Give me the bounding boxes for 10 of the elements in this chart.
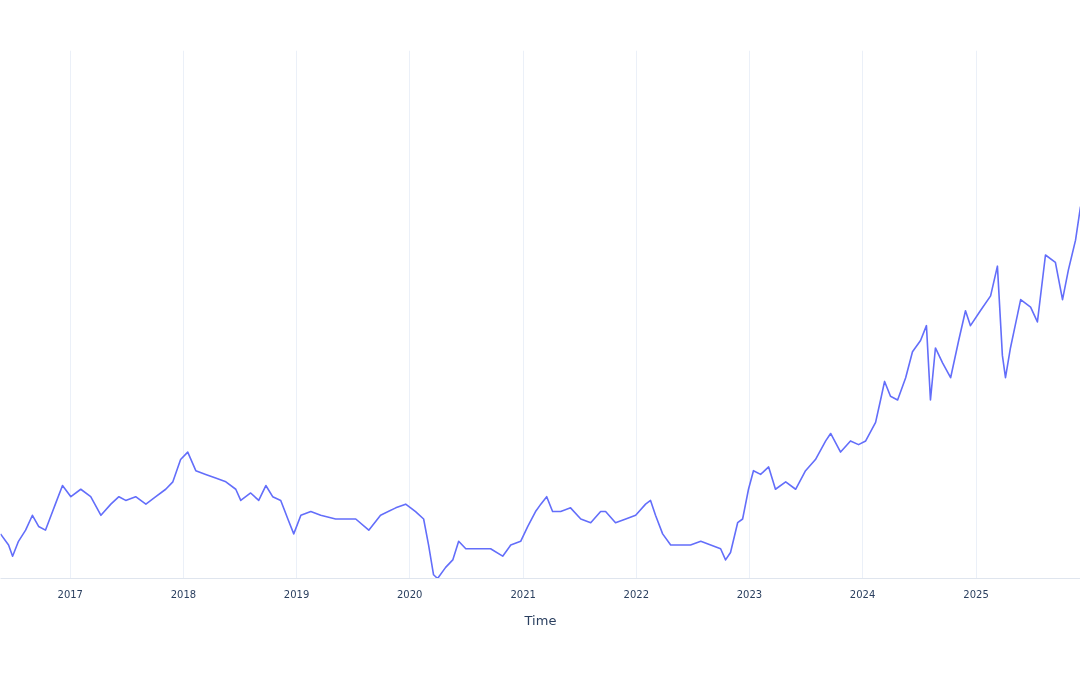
x-tick-label: 2018 (170, 588, 197, 600)
x-tick-label: 2021 (510, 588, 536, 600)
x-tick-label: 2020 (396, 588, 423, 600)
x-tick-label: 2023 (736, 588, 763, 600)
x-tick-label: 2019 (283, 588, 310, 600)
x-tick-label: 2017 (57, 588, 83, 600)
x-tick-label: 2025 (963, 588, 989, 600)
x-tick-label: 2024 (849, 588, 876, 600)
x-tick-label: 2022 (623, 588, 650, 600)
x-axis-title: Time (523, 612, 557, 628)
